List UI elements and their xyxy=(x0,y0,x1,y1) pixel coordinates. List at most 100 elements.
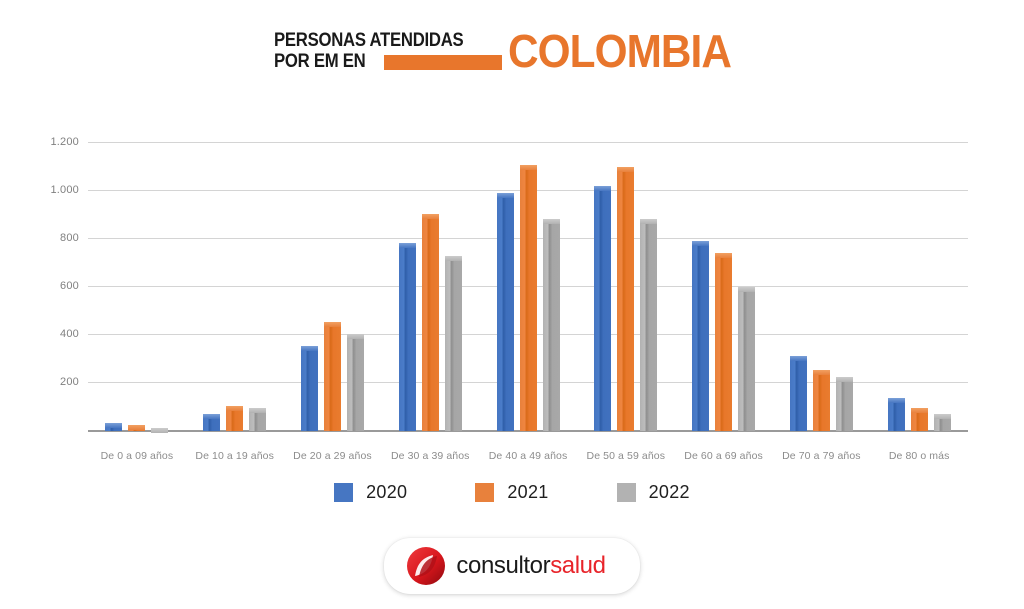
consultorsalud-mark-icon xyxy=(406,546,446,586)
bar-2022-2[interactable] xyxy=(346,334,364,431)
bar-2022-6[interactable] xyxy=(738,286,756,431)
bar-2022-3[interactable] xyxy=(444,256,462,431)
bar-cap xyxy=(398,242,416,248)
ytick-label-600: 600 xyxy=(60,280,79,293)
bar-cap xyxy=(300,345,318,351)
gridline-1200: 1.200 xyxy=(50,136,968,148)
x-axis-label: De 0 a 09 años xyxy=(100,450,174,462)
logo-pill[interactable]: consultorsalud xyxy=(384,538,640,594)
plot-area: 1.200 1.000 800 600 400 200 xyxy=(50,136,968,433)
legend-item-2020[interactable]: 2020 xyxy=(334,482,407,503)
bar-2021-3[interactable] xyxy=(421,214,439,431)
bar-cap xyxy=(519,164,537,170)
bar-2020-1[interactable] xyxy=(203,414,221,431)
bar-face xyxy=(692,240,710,431)
bar-face xyxy=(594,186,612,431)
bar-group xyxy=(577,142,675,431)
title-text-left: PERSONAS ATENDIDAS POR EM EN xyxy=(274,30,506,72)
bar-2020-2[interactable] xyxy=(300,345,318,431)
bar-cap xyxy=(692,240,710,246)
bar-face xyxy=(640,219,658,431)
x-axis-labels: De 0 a 09 años De 10 a 19 años De 20 a 29 … xyxy=(88,450,968,462)
bar-2022-7[interactable] xyxy=(835,376,853,431)
bar-face xyxy=(323,321,341,431)
title-line-2: POR EM EN xyxy=(273,51,366,72)
bar-2020-5[interactable] xyxy=(594,186,612,431)
bar-2020-6[interactable] xyxy=(692,240,710,431)
bar-cap xyxy=(594,186,612,192)
bar-2020-4[interactable] xyxy=(496,192,514,431)
x-axis-label: De 40 a 49 años xyxy=(488,450,568,462)
bar-2022-5[interactable] xyxy=(640,219,658,431)
x-axis-label: De 10 a 19 años xyxy=(195,450,274,462)
bar-face xyxy=(444,256,462,431)
legend-item-2021[interactable]: 2021 xyxy=(475,482,548,503)
bar-face xyxy=(346,334,364,431)
logo-word-consultor: consultor xyxy=(456,552,551,579)
brand-logo: consultorsalud xyxy=(0,538,1024,594)
bar-2021-2[interactable] xyxy=(323,321,341,431)
bar-face xyxy=(835,376,853,431)
bar-cap xyxy=(496,192,514,198)
chart-title-block: PERSONAS ATENDIDAS POR EM EN COLOMBIA xyxy=(0,28,1024,74)
bar-2022-0[interactable] xyxy=(151,427,169,433)
bar-cap xyxy=(617,167,635,173)
bar-face xyxy=(398,242,416,431)
title-inner: PERSONAS ATENDIDAS POR EM EN COLOMBIA xyxy=(274,28,750,74)
bar-group xyxy=(675,142,773,431)
bar-2021-5[interactable] xyxy=(617,167,635,431)
bar-cap xyxy=(249,408,267,414)
bar-face xyxy=(789,355,807,431)
bar-group xyxy=(88,142,186,433)
legend-label-2020: 2020 xyxy=(366,482,408,502)
bar-chart: 1.200 1.000 800 600 400 200 De 0 a 09 añ… xyxy=(0,110,1024,480)
x-axis-label: De 30 a 39 años xyxy=(390,450,470,462)
x-axis-label: De 50 a 59 años xyxy=(586,450,666,462)
bar-face xyxy=(542,218,560,431)
legend-item-2022[interactable]: 2022 xyxy=(616,482,690,503)
bar-cap xyxy=(789,355,807,361)
bar-2021-4[interactable] xyxy=(519,164,537,431)
legend-label-2021: 2021 xyxy=(507,482,549,502)
bar-face xyxy=(617,167,635,431)
bar-group xyxy=(479,142,577,431)
axis-baseline xyxy=(88,429,968,432)
ytick-label-1000: 1.000 xyxy=(50,184,79,197)
title-country: COLOMBIA xyxy=(507,25,732,77)
bar-cap xyxy=(715,253,733,259)
bar-group xyxy=(381,142,479,431)
bar-face xyxy=(812,369,830,431)
bar-2021-8[interactable] xyxy=(910,408,928,431)
bar-cap xyxy=(640,219,658,225)
bar-2021-6[interactable] xyxy=(715,253,733,431)
bar-2021-7[interactable] xyxy=(812,369,830,431)
bar-2022-1[interactable] xyxy=(249,408,267,431)
bar-cap xyxy=(203,414,221,420)
x-axis-label: De 60 a 69 años xyxy=(684,450,763,462)
bar-cap xyxy=(910,408,928,414)
bar-group xyxy=(186,142,284,431)
title-line-1: PERSONAS ATENDIDAS xyxy=(273,30,464,51)
bar-cap xyxy=(835,376,853,382)
bar-cap xyxy=(128,424,146,430)
logo-wordmark: consultorsalud xyxy=(456,552,606,580)
chart-legend: 2020 2021 2022 xyxy=(0,482,1024,503)
bar-2021-1[interactable] xyxy=(226,405,244,431)
bar-2020-3[interactable] xyxy=(398,242,416,431)
bar-cap xyxy=(542,218,560,224)
bar-2020-0[interactable] xyxy=(105,422,123,431)
bar-cap xyxy=(346,334,364,340)
bar-2022-8[interactable] xyxy=(933,413,951,431)
ytick-label-800: 800 xyxy=(60,232,79,245)
legend-label-2022: 2022 xyxy=(648,482,690,502)
bar-2022-4[interactable] xyxy=(542,218,560,431)
bar-2020-8[interactable] xyxy=(887,398,905,431)
bar-face xyxy=(715,253,733,431)
bar-group xyxy=(284,142,382,431)
x-axis-label: De 80 o más xyxy=(888,450,950,462)
bar-2020-7[interactable] xyxy=(789,355,807,431)
bar-2021-0[interactable] xyxy=(128,424,146,431)
bar-cap xyxy=(421,214,439,220)
bar-groups xyxy=(88,142,968,433)
